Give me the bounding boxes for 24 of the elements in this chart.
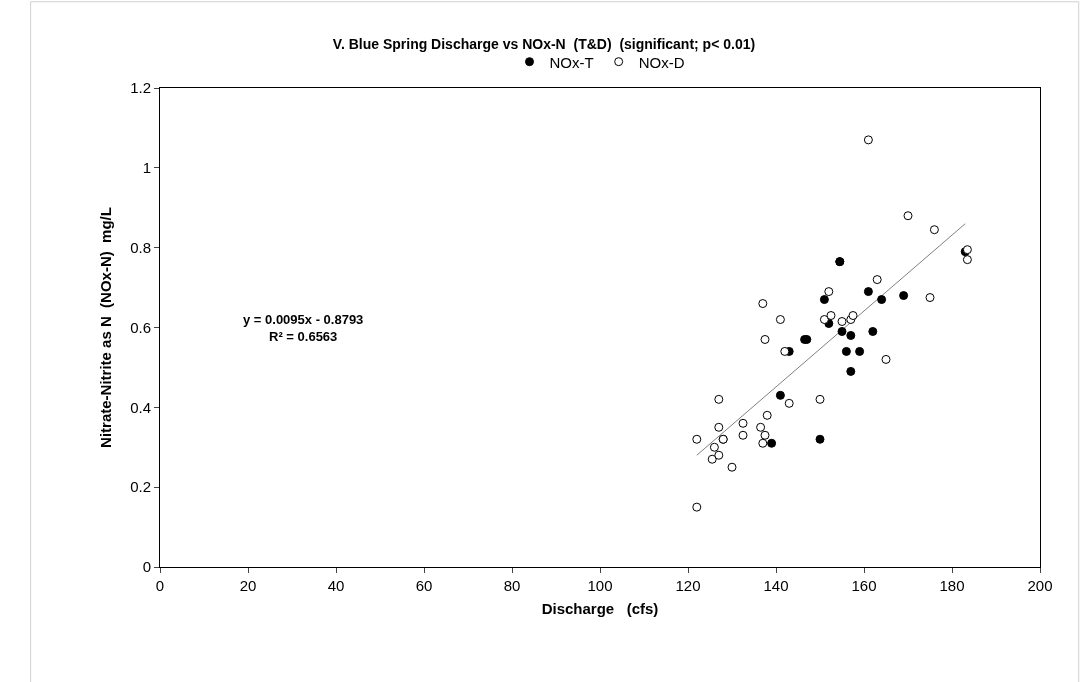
y-tick-label: 0.4 xyxy=(130,398,151,416)
annotation: y = 0.0095x - 0.8793 R² = 0.6563 xyxy=(243,312,364,344)
x-tick-label: 180 xyxy=(939,577,965,594)
y-tick-label: 0.6 xyxy=(130,318,151,336)
y-axis-title: Nitrate-Nitrite as N (NOx-N) mg/L xyxy=(97,207,115,448)
x-tick-label: 100 xyxy=(587,577,613,594)
chart-title: V. Blue Spring Discharge vs NOx-N (T&D) (significant; p< 0.01) xyxy=(332,36,756,53)
x-tick-label: 200 xyxy=(1027,577,1053,594)
x-tick-label: 0 xyxy=(155,577,165,594)
x-tick-label: 120 xyxy=(675,577,701,594)
y-tick-label: 0 xyxy=(142,558,151,576)
x-axis-title: Discharge (cfs) xyxy=(541,600,659,617)
legend-label: NOx-T xyxy=(549,53,594,71)
y-tick-label: 1 xyxy=(142,159,151,177)
x-tick-label: 40 xyxy=(327,577,345,594)
x-tick-label: 160 xyxy=(851,577,877,594)
x-tick-label: 80 xyxy=(503,577,521,594)
y-tick-label: 0.2 xyxy=(130,478,151,496)
y-tick-label: 0.8 xyxy=(130,238,151,256)
x-tick-label: 20 xyxy=(239,577,257,594)
y-tick-label: 1.2 xyxy=(130,79,151,97)
legend-label: NOx-D xyxy=(638,53,685,71)
x-tick-label: 60 xyxy=(415,577,433,594)
x-tick-label: 140 xyxy=(763,577,789,594)
